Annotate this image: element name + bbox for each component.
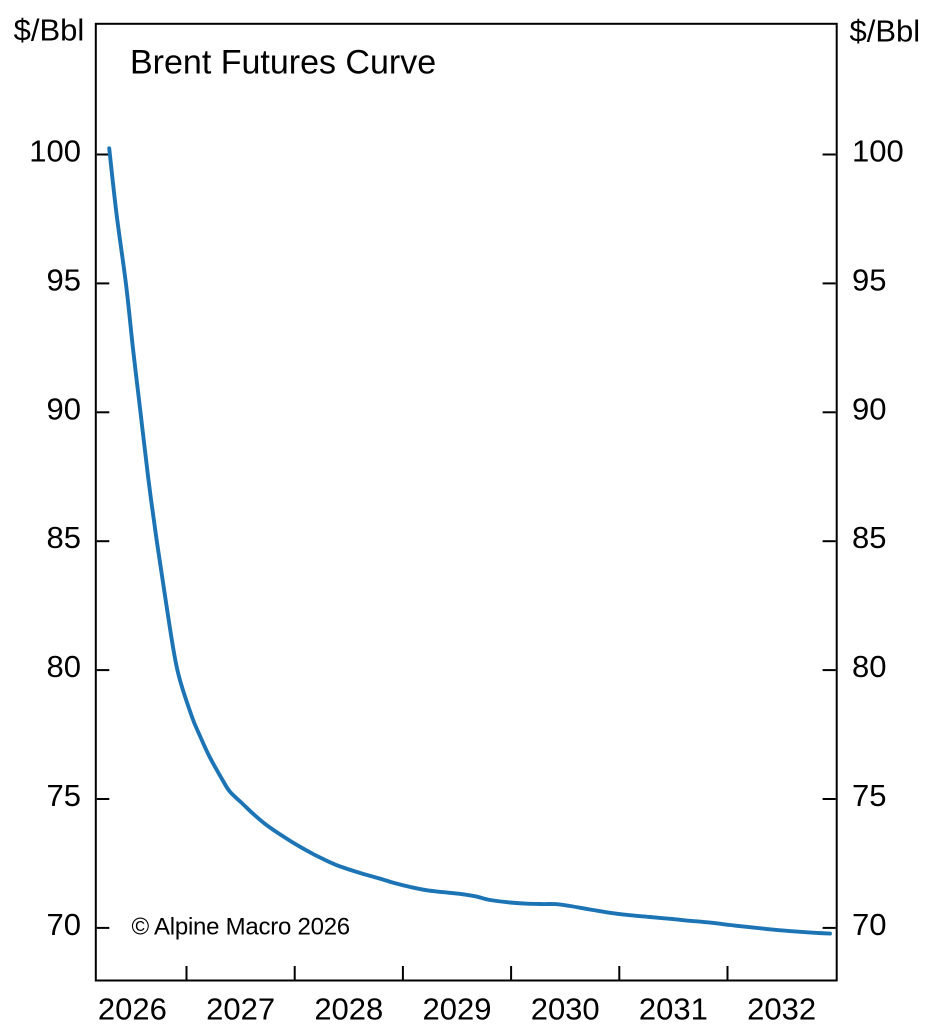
svg-text:90: 90 [852, 391, 886, 426]
svg-text:2028: 2028 [314, 992, 383, 1027]
svg-text:95: 95 [47, 262, 81, 297]
svg-text:2030: 2030 [531, 992, 600, 1027]
svg-text:2029: 2029 [423, 992, 492, 1027]
svg-text:100: 100 [29, 134, 81, 169]
svg-text:80: 80 [852, 649, 886, 684]
svg-text:© Alpine Macro 2026: © Alpine Macro 2026 [132, 914, 350, 941]
svg-text:80: 80 [47, 649, 81, 684]
svg-text:95: 95 [852, 262, 886, 297]
svg-text:2026: 2026 [98, 992, 167, 1027]
svg-text:90: 90 [47, 391, 81, 426]
svg-text:85: 85 [852, 520, 886, 555]
svg-text:70: 70 [852, 907, 886, 942]
svg-text:70: 70 [47, 907, 81, 942]
svg-text:75: 75 [852, 778, 886, 813]
svg-text:2027: 2027 [206, 992, 275, 1027]
svg-text:$/Bbl: $/Bbl [14, 13, 85, 48]
svg-text:Brent Futures Curve: Brent Futures Curve [130, 44, 436, 82]
svg-text:2032: 2032 [747, 992, 816, 1027]
svg-text:$/Bbl: $/Bbl [850, 13, 921, 48]
svg-text:75: 75 [47, 778, 81, 813]
svg-text:100: 100 [852, 134, 904, 169]
svg-text:2031: 2031 [639, 992, 708, 1027]
svg-text:85: 85 [47, 520, 81, 555]
